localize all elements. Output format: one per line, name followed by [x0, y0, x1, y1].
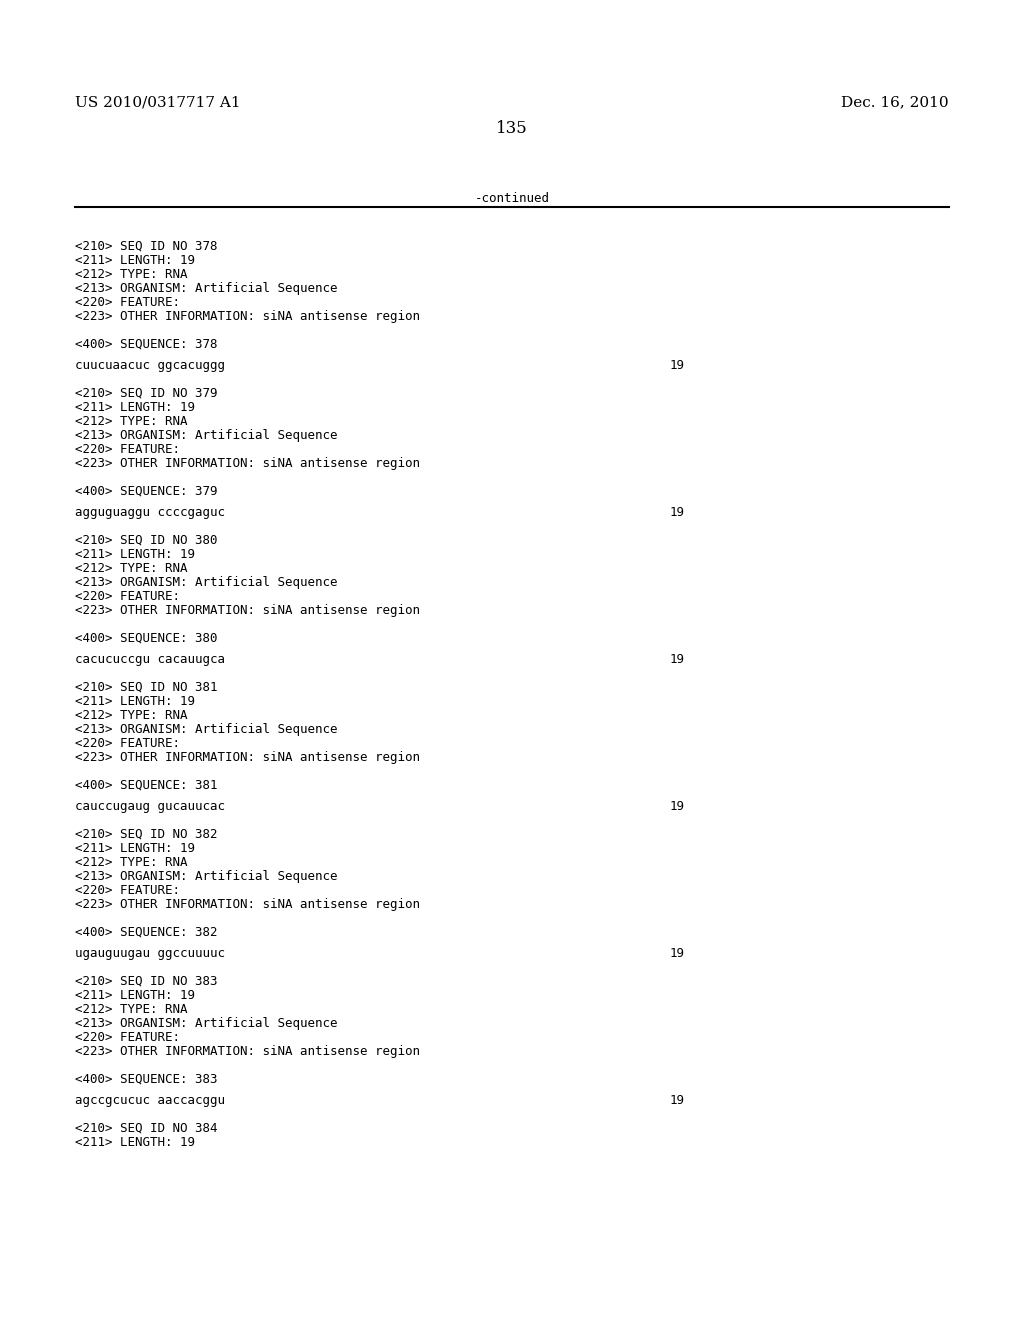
Text: <223> OTHER INFORMATION: siNA antisense region: <223> OTHER INFORMATION: siNA antisense …	[75, 310, 420, 323]
Text: <400> SEQUENCE: 379: <400> SEQUENCE: 379	[75, 484, 217, 498]
Text: <212> TYPE: RNA: <212> TYPE: RNA	[75, 709, 187, 722]
Text: -continued: -continued	[474, 191, 550, 205]
Text: <213> ORGANISM: Artificial Sequence: <213> ORGANISM: Artificial Sequence	[75, 282, 338, 294]
Text: <210> SEQ ID NO 381: <210> SEQ ID NO 381	[75, 681, 217, 694]
Text: 19: 19	[670, 1094, 685, 1107]
Text: <210> SEQ ID NO 383: <210> SEQ ID NO 383	[75, 975, 217, 987]
Text: <400> SEQUENCE: 383: <400> SEQUENCE: 383	[75, 1073, 217, 1086]
Text: <213> ORGANISM: Artificial Sequence: <213> ORGANISM: Artificial Sequence	[75, 576, 338, 589]
Text: <220> FEATURE:: <220> FEATURE:	[75, 590, 180, 603]
Text: <220> FEATURE:: <220> FEATURE:	[75, 884, 180, 898]
Text: <211> LENGTH: 19: <211> LENGTH: 19	[75, 1137, 195, 1148]
Text: <400> SEQUENCE: 382: <400> SEQUENCE: 382	[75, 927, 217, 939]
Text: 19: 19	[670, 653, 685, 667]
Text: <210> SEQ ID NO 379: <210> SEQ ID NO 379	[75, 387, 217, 400]
Text: <213> ORGANISM: Artificial Sequence: <213> ORGANISM: Artificial Sequence	[75, 429, 338, 442]
Text: <400> SEQUENCE: 381: <400> SEQUENCE: 381	[75, 779, 217, 792]
Text: cacucuccgu cacauugca: cacucuccgu cacauugca	[75, 653, 225, 667]
Text: <212> TYPE: RNA: <212> TYPE: RNA	[75, 855, 187, 869]
Text: agguguaggu ccccgaguc: agguguaggu ccccgaguc	[75, 506, 225, 519]
Text: <220> FEATURE:: <220> FEATURE:	[75, 444, 180, 455]
Text: 135: 135	[496, 120, 528, 137]
Text: <223> OTHER INFORMATION: siNA antisense region: <223> OTHER INFORMATION: siNA antisense …	[75, 751, 420, 764]
Text: <212> TYPE: RNA: <212> TYPE: RNA	[75, 562, 187, 576]
Text: <211> LENGTH: 19: <211> LENGTH: 19	[75, 696, 195, 708]
Text: <220> FEATURE:: <220> FEATURE:	[75, 296, 180, 309]
Text: cauccugaug gucauucac: cauccugaug gucauucac	[75, 800, 225, 813]
Text: <223> OTHER INFORMATION: siNA antisense region: <223> OTHER INFORMATION: siNA antisense …	[75, 1045, 420, 1059]
Text: agccgcucuc aaccacggu: agccgcucuc aaccacggu	[75, 1094, 225, 1107]
Text: <220> FEATURE:: <220> FEATURE:	[75, 737, 180, 750]
Text: <211> LENGTH: 19: <211> LENGTH: 19	[75, 401, 195, 414]
Text: US 2010/0317717 A1: US 2010/0317717 A1	[75, 95, 241, 110]
Text: <213> ORGANISM: Artificial Sequence: <213> ORGANISM: Artificial Sequence	[75, 1016, 338, 1030]
Text: <210> SEQ ID NO 384: <210> SEQ ID NO 384	[75, 1122, 217, 1135]
Text: <213> ORGANISM: Artificial Sequence: <213> ORGANISM: Artificial Sequence	[75, 870, 338, 883]
Text: 19: 19	[670, 506, 685, 519]
Text: <400> SEQUENCE: 378: <400> SEQUENCE: 378	[75, 338, 217, 351]
Text: 19: 19	[670, 946, 685, 960]
Text: <210> SEQ ID NO 382: <210> SEQ ID NO 382	[75, 828, 217, 841]
Text: <211> LENGTH: 19: <211> LENGTH: 19	[75, 548, 195, 561]
Text: <220> FEATURE:: <220> FEATURE:	[75, 1031, 180, 1044]
Text: <223> OTHER INFORMATION: siNA antisense region: <223> OTHER INFORMATION: siNA antisense …	[75, 457, 420, 470]
Text: <223> OTHER INFORMATION: siNA antisense region: <223> OTHER INFORMATION: siNA antisense …	[75, 898, 420, 911]
Text: 19: 19	[670, 359, 685, 372]
Text: <400> SEQUENCE: 380: <400> SEQUENCE: 380	[75, 632, 217, 645]
Text: <212> TYPE: RNA: <212> TYPE: RNA	[75, 1003, 187, 1016]
Text: Dec. 16, 2010: Dec. 16, 2010	[842, 95, 949, 110]
Text: <211> LENGTH: 19: <211> LENGTH: 19	[75, 253, 195, 267]
Text: <211> LENGTH: 19: <211> LENGTH: 19	[75, 989, 195, 1002]
Text: <212> TYPE: RNA: <212> TYPE: RNA	[75, 414, 187, 428]
Text: <211> LENGTH: 19: <211> LENGTH: 19	[75, 842, 195, 855]
Text: ugauguugau ggccuuuuc: ugauguugau ggccuuuuc	[75, 946, 225, 960]
Text: <210> SEQ ID NO 378: <210> SEQ ID NO 378	[75, 240, 217, 253]
Text: cuucuaacuc ggcacuggg: cuucuaacuc ggcacuggg	[75, 359, 225, 372]
Text: <210> SEQ ID NO 380: <210> SEQ ID NO 380	[75, 535, 217, 546]
Text: <223> OTHER INFORMATION: siNA antisense region: <223> OTHER INFORMATION: siNA antisense …	[75, 605, 420, 616]
Text: 19: 19	[670, 800, 685, 813]
Text: <213> ORGANISM: Artificial Sequence: <213> ORGANISM: Artificial Sequence	[75, 723, 338, 737]
Text: <212> TYPE: RNA: <212> TYPE: RNA	[75, 268, 187, 281]
